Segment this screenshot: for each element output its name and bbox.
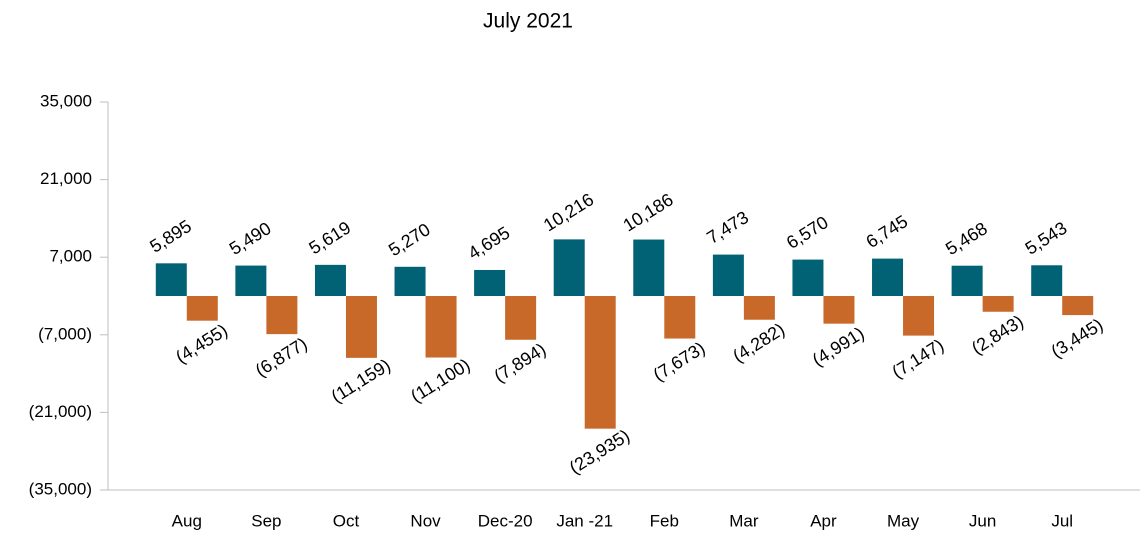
data-label: (4,991) <box>809 323 868 370</box>
data-label: (3,445) <box>1048 314 1107 361</box>
x-tick-label: May <box>887 511 920 530</box>
data-label: 7,473 <box>703 207 752 248</box>
data-label: 5,895 <box>146 216 195 257</box>
bar <box>743 296 775 320</box>
y-tick-label: (7,000) <box>38 324 92 343</box>
bar <box>633 239 665 296</box>
x-tick-label: Sep <box>251 511 281 530</box>
data-label: (4,455) <box>172 320 231 367</box>
bar <box>903 296 935 336</box>
data-label: (6,877) <box>252 333 311 380</box>
data-label: 5,270 <box>385 219 434 260</box>
x-tick-label: Aug <box>172 511 202 530</box>
x-tick-label: Nov <box>410 511 441 530</box>
x-tick-label: Mar <box>729 511 759 530</box>
y-tick-label: 35,000 <box>40 91 92 110</box>
data-label: (2,843) <box>968 311 1027 358</box>
x-tick-label: Feb <box>650 511 679 530</box>
data-label: 5,543 <box>1022 218 1071 259</box>
bar <box>155 263 187 296</box>
data-label: 5,490 <box>226 218 275 259</box>
data-label: (11,100) <box>407 355 473 407</box>
x-tick-label: Oct <box>333 511 360 530</box>
y-tick-label: (21,000) <box>29 402 92 421</box>
bar <box>872 258 904 296</box>
data-label: 6,570 <box>783 212 832 253</box>
bar <box>1031 265 1063 296</box>
bar <box>394 266 426 296</box>
bar <box>235 265 267 296</box>
bar <box>314 264 346 296</box>
x-tick-label: Jun <box>969 511 996 530</box>
bar <box>712 254 744 296</box>
y-tick-label: 7,000 <box>49 247 92 266</box>
bar <box>425 296 457 358</box>
bar <box>664 296 696 339</box>
y-tick-label: 21,000 <box>40 169 92 188</box>
bar <box>1062 296 1094 316</box>
bar <box>951 265 983 296</box>
data-label: (4,282) <box>729 319 788 366</box>
bar <box>823 296 855 324</box>
x-tick-label: Jul <box>1051 511 1073 530</box>
data-label: (7,147) <box>888 335 947 382</box>
chart-title: July 2021 <box>483 10 573 33</box>
data-label: (7,673) <box>650 338 709 385</box>
y-tick-label: (35,000) <box>29 479 92 498</box>
data-label: 6,745 <box>862 211 911 252</box>
bar <box>553 239 585 296</box>
bar <box>792 259 824 296</box>
bar <box>474 269 506 296</box>
bar <box>505 296 537 340</box>
data-label: 4,695 <box>465 223 514 264</box>
data-label: (7,894) <box>490 339 549 386</box>
x-tick-label: Dec-20 <box>478 511 533 530</box>
bar <box>266 296 298 335</box>
x-tick-label: Apr <box>810 511 837 530</box>
data-label: 5,468 <box>942 218 991 259</box>
data-label: 5,619 <box>305 217 354 258</box>
data-label: (23,935) <box>566 425 633 477</box>
bar <box>584 296 616 429</box>
data-label: 10,216 <box>540 189 597 235</box>
bar <box>982 296 1014 312</box>
bar <box>345 296 377 358</box>
data-label: (11,159) <box>328 355 394 407</box>
data-label: 10,186 <box>619 189 676 235</box>
x-tick-label: Jan -21 <box>556 511 613 530</box>
bar <box>186 296 218 321</box>
